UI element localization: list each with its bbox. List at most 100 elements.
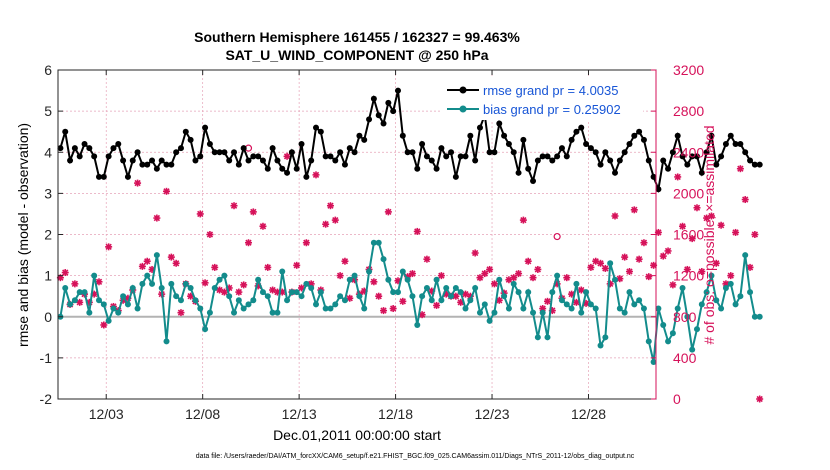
obs-count-point [597,259,605,267]
obs-count-point [413,227,421,235]
obs-marker-stroke [471,249,479,257]
rmse-point [636,128,643,135]
rmse-point [409,149,416,156]
obs-count-point [611,212,619,220]
rmse-point [505,141,512,148]
obs-marker-stroke [727,272,734,279]
rmse-point [665,165,672,172]
obs-marker-stroke [746,264,754,271]
rmse-point [520,136,527,143]
obs-marker-stroke [153,214,161,222]
bias-point [448,293,455,300]
obs-marker-stroke [674,173,681,181]
bias-point [616,305,623,312]
rmse-point [67,157,74,164]
obs-marker-stroke [520,216,527,224]
obs-count-point [563,274,571,282]
rmse-point [298,141,305,148]
bias-point [308,284,315,291]
rmse-point [308,157,315,164]
obs-marker-stroke [341,258,349,265]
rmse-point [558,145,565,152]
bias-point [718,305,725,312]
obs-marker-stroke [259,223,267,230]
bias-point [530,309,537,316]
obs-count-point [630,206,638,214]
obs-marker-stroke [621,253,628,261]
obs-marker-stroke [245,239,252,246]
obs-count-point [481,270,489,278]
rmse-point [62,128,69,135]
bias-point [602,334,609,341]
obs-marker-stroke [390,305,397,312]
bias-point [173,293,180,300]
rmse-point [669,149,676,156]
bias-point [380,256,387,263]
obs-marker-stroke [240,281,247,289]
rmse-point [679,153,686,160]
y-left-tick-label: 6 [44,62,52,78]
bias-point [501,293,508,300]
obs-marker-stroke [197,210,204,218]
rmse-point [438,145,445,152]
obs-marker-stroke [312,171,320,179]
rmse-point [216,149,223,156]
rmse-point [100,173,107,180]
obs-count-point [153,214,161,222]
bias-point [756,313,763,320]
obs-count-point [394,277,402,285]
bias-point [481,301,488,308]
obs-marker-stroke [172,260,180,267]
rmse-point [539,153,546,160]
bias-point [245,301,252,308]
obs-count-point [534,265,542,273]
y-right-tick-label: 0 [673,391,681,407]
obs-count-point [524,257,532,265]
rmse-point [356,132,363,139]
obs-marker-stroke [679,223,686,230]
bias-point [689,346,696,353]
obs-count-point [264,263,272,271]
obs-marker-stroke [660,252,667,260]
bias-point [737,293,744,300]
rmse-point [597,161,604,168]
bias-point [134,305,141,312]
rmse-point [173,149,180,156]
obs-marker-stroke [650,262,657,269]
bias-point [578,309,585,316]
y-left-tick-label: 1 [44,268,52,284]
obs-marker-stroke [486,266,493,273]
obs-marker-stroke [693,204,701,211]
rmse-point [226,157,233,164]
bias-point [597,342,604,349]
legend-rmse-marker [459,86,467,94]
obs-marker-stroke [177,309,185,316]
obs-marker-stroke [327,202,334,209]
bias-point [674,305,681,312]
bias-point [120,293,127,300]
obs-count-point [341,257,349,265]
rmse-point [341,161,348,168]
bias-point [650,358,657,365]
obs-marker-stroke [385,208,392,216]
bias-point [423,284,430,291]
bias-point [414,321,421,328]
bias-point [703,289,710,296]
bias-point [327,305,334,312]
rmse-point [414,165,421,172]
obs-marker-stroke [100,321,107,329]
rmse-point [655,186,662,193]
bias-point [158,284,165,291]
obs-marker-stroke [452,293,460,300]
obs-count-point [635,255,643,263]
rmse-point [467,132,474,139]
bias-point [110,305,117,312]
obs-count-point [433,301,441,309]
rmse-point [129,157,136,164]
bias-point [351,272,358,279]
rmse-point [631,132,638,139]
bias-point [747,289,754,296]
obs-count-point [138,262,146,270]
rmse-point [756,161,763,168]
